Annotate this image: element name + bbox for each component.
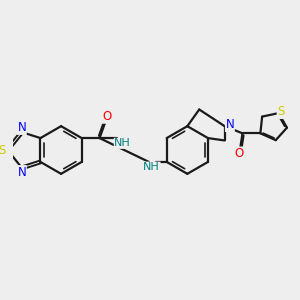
Text: S: S (0, 143, 6, 157)
Text: O: O (234, 147, 244, 160)
Text: NH: NH (114, 138, 131, 148)
Text: NH: NH (143, 162, 160, 172)
Text: N: N (226, 118, 234, 131)
Text: N: N (17, 121, 26, 134)
Text: S: S (277, 105, 285, 119)
Text: N: N (17, 166, 26, 179)
Text: O: O (102, 110, 111, 123)
